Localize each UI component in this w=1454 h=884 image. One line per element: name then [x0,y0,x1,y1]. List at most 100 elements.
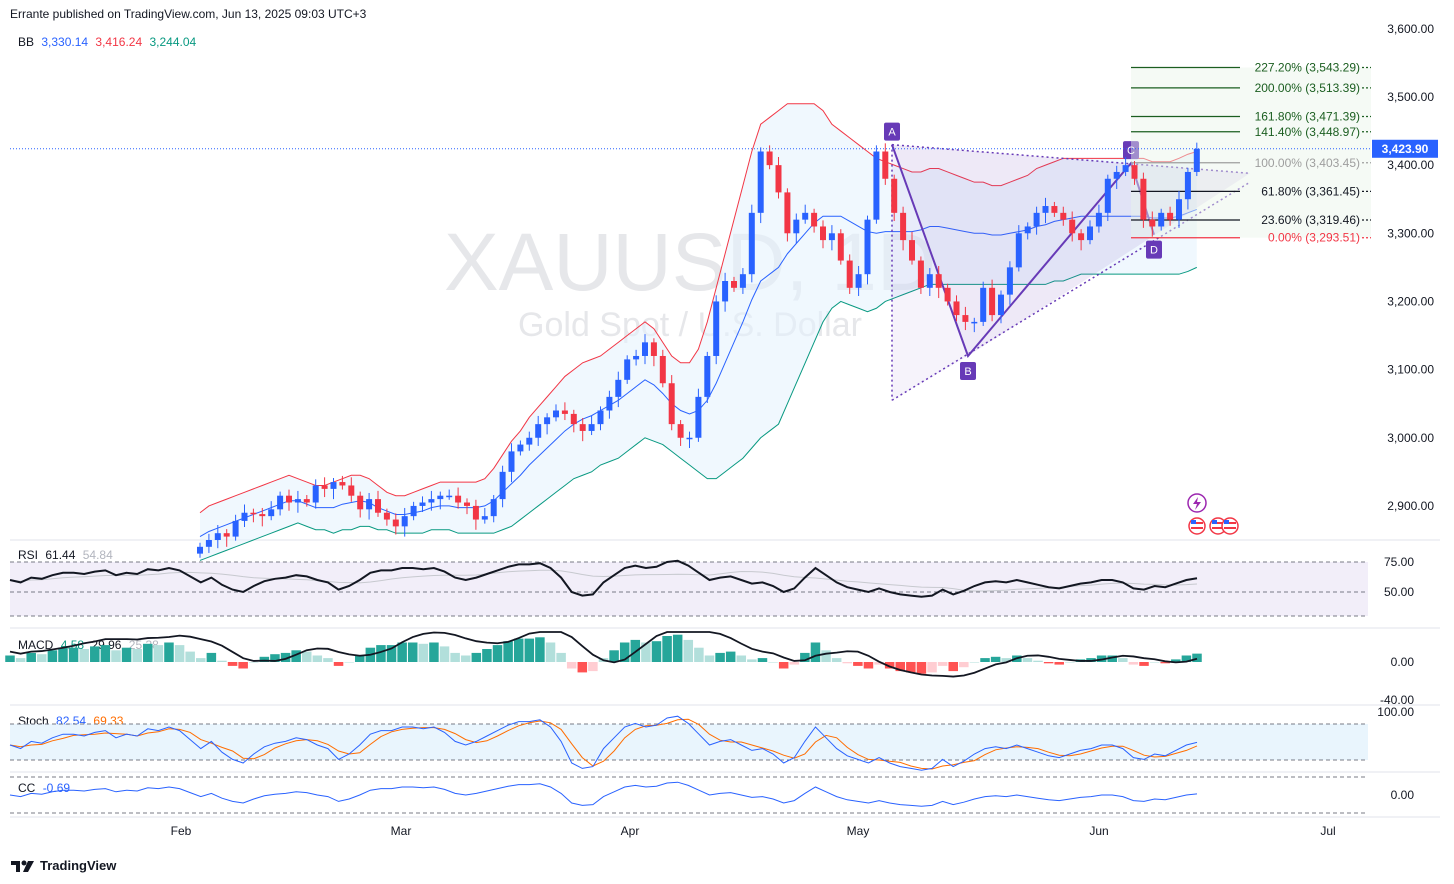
candle[interactable] [820,220,826,249]
candle[interactable] [205,533,212,553]
candle[interactable] [410,501,417,521]
candle[interactable] [1149,211,1156,237]
candle[interactable] [828,225,835,251]
candle[interactable] [962,306,969,331]
candle[interactable] [784,188,791,242]
candle[interactable] [748,204,755,283]
candle[interactable] [437,491,444,510]
candle[interactable] [917,256,924,294]
candle[interactable] [392,513,399,535]
candle[interactable] [642,334,648,365]
candle[interactable] [348,477,355,502]
candle[interactable] [1176,191,1182,228]
candle[interactable] [793,213,800,244]
candle[interactable] [401,507,408,537]
candle[interactable] [1167,206,1174,226]
candle[interactable] [1042,197,1049,224]
candle[interactable] [197,542,203,558]
candle[interactable] [944,283,951,306]
candle[interactable] [597,406,604,431]
candle[interactable] [544,413,551,435]
candle[interactable] [909,231,915,265]
us-flag-event-icon[interactable] [1188,517,1206,535]
candle[interactable] [633,349,640,366]
candle[interactable] [232,514,239,541]
candle[interactable] [446,489,453,500]
candle[interactable] [455,487,462,509]
harmonic-point-b[interactable]: B [960,361,976,380]
rsi-legend[interactable]: RSI 61.44 54.84 [18,548,117,562]
candle[interactable] [339,475,346,490]
candle[interactable] [659,349,666,388]
candle[interactable] [1078,229,1085,251]
candle[interactable] [935,266,942,299]
candle[interactable] [223,529,230,547]
candle[interactable] [312,479,319,509]
candle[interactable] [846,254,853,294]
candle[interactable] [579,417,586,442]
candle[interactable] [731,276,737,292]
candle[interactable] [980,281,987,326]
candle[interactable] [722,272,729,312]
us-flag-event-icon[interactable] [1221,517,1239,535]
candle[interactable] [811,208,818,233]
candle[interactable] [650,338,657,367]
candle[interactable] [214,525,221,549]
candle[interactable] [526,431,533,451]
candle[interactable] [713,295,720,365]
candle[interactable] [953,295,960,322]
candle[interactable] [615,371,622,408]
candle[interactable] [1193,142,1200,177]
candle[interactable] [971,317,978,333]
candle[interactable] [766,145,773,170]
candle[interactable] [695,388,702,442]
candle[interactable] [757,147,764,224]
tradingview-footer[interactable]: TradingView [10,858,116,873]
candle[interactable] [553,404,559,422]
candle[interactable] [926,268,933,296]
candle[interactable] [561,402,568,421]
candle[interactable] [517,440,524,456]
candle[interactable] [303,495,310,507]
candle[interactable] [989,279,996,322]
candle[interactable] [383,508,390,526]
candle[interactable] [481,507,488,524]
candle[interactable] [419,496,426,513]
candle[interactable] [508,443,515,483]
candle[interactable] [882,143,889,185]
candle[interactable] [490,495,497,523]
candle[interactable] [259,507,266,527]
candle[interactable] [1069,211,1076,242]
candle[interactable] [1087,220,1093,245]
candle[interactable] [739,268,746,294]
bb-legend[interactable]: BB 3,330.14 3,416.24 3,244.04 [18,35,200,49]
candle[interactable] [704,351,711,404]
candle[interactable] [802,204,809,224]
candle[interactable] [375,490,381,517]
candle[interactable] [277,491,284,516]
candle[interactable] [1104,174,1111,222]
cc-legend[interactable]: CC -0.69 [18,781,74,795]
candle[interactable] [1051,201,1058,217]
candle[interactable] [686,431,693,448]
candle[interactable] [900,206,907,251]
candle[interactable] [1015,225,1022,272]
candle[interactable] [837,229,844,265]
candle[interactable] [268,501,275,521]
candle[interactable] [1158,208,1165,231]
harmonic-point-a[interactable]: A [884,122,900,141]
candle[interactable] [428,490,435,511]
candle[interactable] [1140,172,1147,228]
candle[interactable] [606,390,613,419]
candle[interactable] [241,504,248,528]
candle[interactable] [873,145,880,224]
candle[interactable] [464,498,470,515]
candle[interactable] [294,490,301,513]
candle[interactable] [1131,161,1138,185]
candle[interactable] [1113,165,1120,189]
candle[interactable] [570,409,577,433]
candle[interactable] [330,477,337,500]
candle[interactable] [366,492,373,520]
candle[interactable] [1006,261,1013,305]
